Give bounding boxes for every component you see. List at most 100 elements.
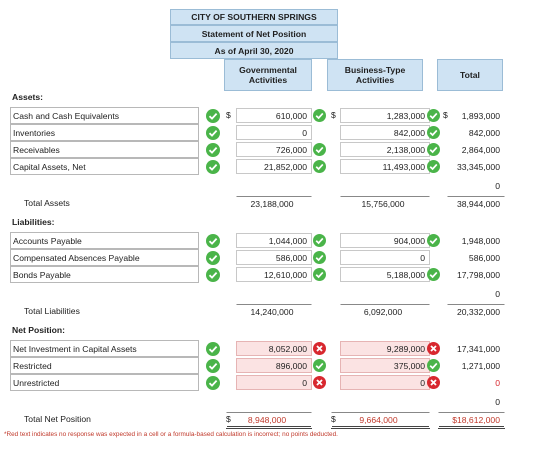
- check-icon: [427, 143, 440, 156]
- row-label: Capital Assets, Net: [10, 158, 199, 175]
- gov-input-capital-assets[interactable]: 21,852,000: [236, 159, 312, 174]
- table-row: Cash and Cash Equivalents $ 610,000 $ 1,…: [10, 107, 503, 125]
- section-liabilities: Liabilities:: [10, 214, 503, 232]
- bus-input-unrestricted[interactable]: 0: [340, 375, 430, 390]
- check-icon: [313, 268, 326, 281]
- total-value: 842,000: [468, 128, 500, 138]
- currency-symbol: $: [331, 414, 336, 424]
- gov-total-liabilities: 14,240,000: [236, 304, 312, 319]
- check-icon: [313, 109, 326, 122]
- bus-input-capital-assets[interactable]: 11,493,000: [340, 159, 430, 174]
- currency-symbol: $: [226, 414, 231, 424]
- report-entity-name: CITY OF SOUTHERN SPRINGS: [170, 9, 338, 25]
- gov-input-inventories[interactable]: 0: [236, 125, 312, 140]
- check-icon: [313, 234, 326, 247]
- total-total-assets: 38,944,000: [447, 196, 505, 211]
- table-row: Bonds Payable 12,610,000 5,188,000 17,79…: [10, 266, 503, 284]
- gov-input-restricted[interactable]: 896,000: [236, 358, 312, 373]
- total-value: 0: [495, 289, 500, 299]
- table-row: Inventories 0 842,000 842,000: [10, 124, 503, 142]
- error-x-icon: [427, 342, 440, 355]
- gov-input-unrestricted[interactable]: 0: [236, 375, 312, 390]
- gov-input-compensated-absences[interactable]: 586,000: [236, 250, 312, 265]
- bus-input-net-investment[interactable]: 9,289,000: [340, 341, 430, 356]
- report-title: Statement of Net Position: [170, 25, 338, 42]
- row-label: Compensated Absences Payable: [10, 249, 199, 266]
- table-row-total-assets: Total Assets 23,188,000 15,756,000 38,94…: [10, 195, 505, 213]
- row-label: Bonds Payable: [10, 266, 199, 283]
- column-header-governmental: Governmental Activities: [224, 59, 312, 91]
- column-header-business-type: Business-Type Activities: [327, 59, 423, 91]
- total-value: 586,000: [468, 253, 500, 263]
- table-row: 0: [10, 285, 503, 303]
- footnote: *Red text indicates no response was expe…: [4, 431, 338, 438]
- currency-symbol: $: [331, 110, 336, 120]
- row-label: Inventories: [10, 124, 199, 141]
- check-icon: [427, 126, 440, 139]
- check-icon: [206, 109, 220, 123]
- bus-input-bonds-payable[interactable]: 5,188,000: [340, 267, 430, 282]
- section-label-assets: Assets:: [12, 92, 44, 102]
- total-value: 0: [495, 397, 500, 407]
- section-label-liabilities: Liabilities:: [12, 217, 55, 227]
- gov-input-bonds-payable[interactable]: 12,610,000: [236, 267, 312, 282]
- check-icon: [206, 376, 220, 390]
- total-total-liabilities: 20,332,000: [447, 304, 505, 319]
- gov-input-net-investment[interactable]: 8,052,000: [236, 341, 312, 356]
- table-row: Capital Assets, Net 21,852,000 11,493,00…: [10, 158, 503, 176]
- row-label: Total Net Position: [24, 414, 91, 424]
- table-row: Net Investment in Capital Assets 8,052,0…: [10, 340, 503, 358]
- total-value: 2,864,000: [461, 145, 500, 155]
- gov-input-cash[interactable]: 610,000: [236, 108, 312, 123]
- check-icon: [427, 160, 440, 173]
- table-row: Accounts Payable 1,044,000 904,000 1,948…: [10, 232, 503, 250]
- bus-input-accounts-payable[interactable]: 904,000: [340, 233, 430, 248]
- check-icon: [313, 359, 326, 372]
- check-icon: [206, 143, 220, 157]
- bus-input-compensated-absences[interactable]: 0: [340, 250, 430, 265]
- check-icon: [206, 234, 220, 248]
- gov-input-accounts-payable[interactable]: 1,044,000: [236, 233, 312, 248]
- total-value: 1,271,000: [461, 361, 500, 371]
- table-row: 0: [10, 177, 503, 195]
- bus-input-cash[interactable]: 1,283,000: [340, 108, 430, 123]
- bus-total-liabilities: 6,092,000: [340, 304, 430, 319]
- check-icon: [206, 268, 220, 282]
- row-label: Accounts Payable: [10, 232, 199, 249]
- column-header-business-type-label: Business-Type Activities: [344, 65, 406, 85]
- table-row-total-net-position: Total Net Position $ 8,948,000 $ 9,664,0…: [10, 411, 505, 429]
- table-row: Compensated Absences Payable 586,000 0 5…: [10, 249, 503, 267]
- total-value: 1,948,000: [461, 236, 500, 246]
- table-row: Receivables 726,000 2,138,000 2,864,000: [10, 141, 503, 159]
- currency-symbol: $: [443, 110, 448, 120]
- bus-total-net-position: 9,664,000: [331, 412, 430, 429]
- bus-total-assets: 15,756,000: [340, 196, 430, 211]
- total-value: 17,341,000: [456, 344, 500, 354]
- total-value: 17,798,000: [456, 270, 500, 280]
- table-row: 0: [10, 393, 503, 411]
- row-label: Unrestricted: [10, 374, 199, 391]
- check-icon: [313, 160, 326, 173]
- row-label: Total Liabilities: [24, 306, 80, 316]
- row-label: Restricted: [10, 357, 199, 374]
- total-value: 0: [495, 378, 500, 388]
- report-date: As of April 30, 2020: [170, 42, 338, 59]
- check-icon: [427, 268, 440, 281]
- bus-input-inventories[interactable]: 842,000: [340, 125, 430, 140]
- bus-input-receivables[interactable]: 2,138,000: [340, 142, 430, 157]
- section-net-position: Net Position:: [10, 322, 503, 340]
- check-icon: [206, 126, 220, 140]
- check-icon: [206, 359, 220, 373]
- error-x-icon: [313, 342, 326, 355]
- check-icon: [427, 234, 440, 247]
- gov-input-receivables[interactable]: 726,000: [236, 142, 312, 157]
- row-label: Net Investment in Capital Assets: [10, 340, 199, 357]
- currency-symbol: $: [226, 110, 231, 120]
- column-header-total: Total: [437, 59, 503, 91]
- check-icon: [313, 143, 326, 156]
- column-header-total-label: Total: [460, 70, 480, 80]
- total-value: 33,345,000: [456, 162, 500, 172]
- table-row-total-liabilities: Total Liabilities 14,240,000 6,092,000 2…: [10, 303, 505, 321]
- check-icon: [313, 251, 326, 264]
- bus-input-restricted[interactable]: 375,000: [340, 358, 430, 373]
